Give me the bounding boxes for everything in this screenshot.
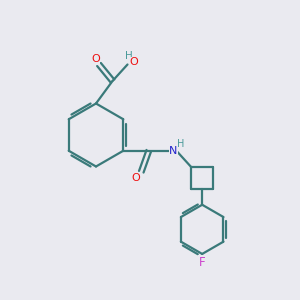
Text: H: H: [178, 139, 185, 149]
Text: O: O: [129, 57, 138, 67]
Text: N: N: [169, 146, 178, 156]
Text: H: H: [125, 51, 133, 61]
Text: O: O: [131, 173, 140, 183]
Text: O: O: [91, 54, 100, 64]
Text: F: F: [199, 256, 206, 269]
